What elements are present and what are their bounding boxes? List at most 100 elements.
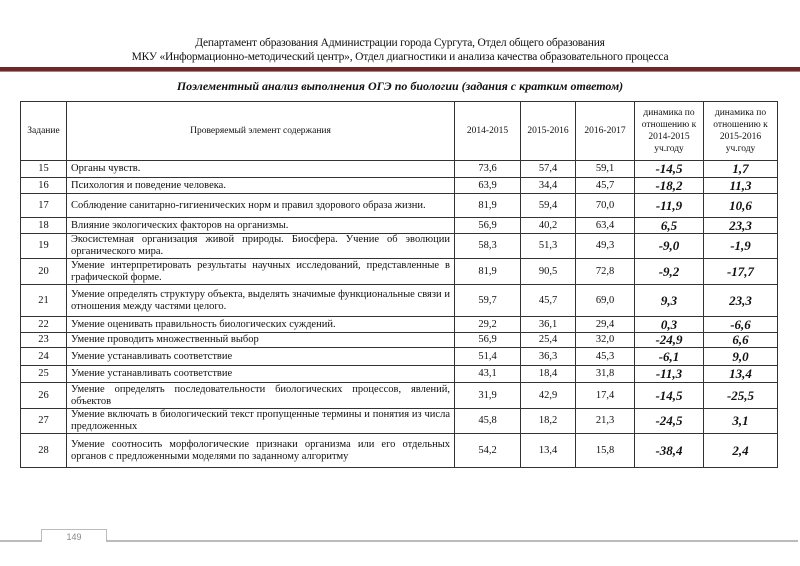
task-number: 27 (20, 408, 67, 434)
table-row: 20 Умение интерпретировать результаты нау… (20, 258, 778, 285)
value-2014-2015: 81,9 (454, 258, 521, 285)
dynamics-vs-2015-2016: 9,0 (703, 347, 778, 366)
value-2016-2017: 49,3 (575, 233, 635, 259)
value-2016-2017: 17,4 (575, 382, 635, 409)
value-2015-2016: 59,4 (520, 193, 576, 218)
value-2014-2015: 63,9 (454, 177, 521, 194)
value-2014-2015: 56,9 (454, 332, 521, 348)
results-table: Задание Проверяемый элемент содержания 201… (20, 101, 778, 468)
dynamics-vs-2015-2016: 2,4 (703, 433, 778, 468)
header-rule (0, 67, 800, 72)
dynamics-vs-2014-2015: -9,2 (634, 258, 704, 285)
value-2016-2017: 21,3 (575, 408, 635, 434)
value-2016-2017: 31,8 (575, 365, 635, 383)
value-2016-2017: 63,4 (575, 217, 635, 234)
task-number: 24 (20, 347, 67, 366)
task-number: 23 (20, 332, 67, 348)
table-row: 25 Умение устанавливать соответствие 43,1 1… (20, 365, 778, 383)
content-element: Психология и поведение человека. (66, 177, 455, 194)
value-2016-2017: 70,0 (575, 193, 635, 218)
dynamics-vs-2015-2016: 11,3 (703, 177, 778, 194)
table-header-row: Задание Проверяемый элемент содержания 201… (20, 101, 778, 161)
value-2014-2015: 45,8 (454, 408, 521, 434)
value-2014-2015: 56,9 (454, 217, 521, 234)
table-row: 21 Умение определять структуру объекта, в… (20, 284, 778, 317)
task-number: 26 (20, 382, 67, 409)
task-number: 17 (20, 193, 67, 218)
footer-line (0, 540, 798, 542)
dynamics-vs-2015-2016: -25,5 (703, 382, 778, 409)
task-number: 15 (20, 160, 67, 178)
content-element: Умение включать в биологический текст пр… (66, 408, 455, 434)
task-number: 18 (20, 217, 67, 234)
task-number: 25 (20, 365, 67, 383)
table-row: 22 Умение оценивать правильность биологич… (20, 316, 778, 333)
value-2015-2016: 18,2 (520, 408, 576, 434)
content-element: Умение устанавливать соответствие (66, 347, 455, 366)
dynamics-vs-2014-2015: -14,5 (634, 160, 704, 178)
dynamics-vs-2015-2016: 10,6 (703, 193, 778, 218)
dynamics-vs-2014-2015: -11,3 (634, 365, 704, 383)
table-body: 15 Органы чувств. 73,6 57,4 59,1 -14,5 1,7 16 Пс… (20, 160, 778, 468)
value-2015-2016: 40,2 (520, 217, 576, 234)
value-2016-2017: 59,1 (575, 160, 635, 178)
value-2014-2015: 51,4 (454, 347, 521, 366)
value-2015-2016: 90,5 (520, 258, 576, 285)
value-2014-2015: 73,6 (454, 160, 521, 178)
content-element: Умение определять последовательности био… (66, 382, 455, 409)
table-row: 18 Влияние экологических факторов на орга… (20, 217, 778, 234)
value-2015-2016: 36,3 (520, 347, 576, 366)
dynamics-vs-2015-2016: 3,1 (703, 408, 778, 434)
dynamics-vs-2015-2016: -17,7 (703, 258, 778, 285)
dynamics-vs-2014-2015: -9,0 (634, 233, 704, 259)
column-header: динамика по отношению к 2015-2016 уч.год… (703, 101, 778, 161)
content-element: Умение соотносить морфологические призна… (66, 433, 455, 468)
value-2016-2017: 72,8 (575, 258, 635, 285)
value-2015-2016: 42,9 (520, 382, 576, 409)
dynamics-vs-2015-2016: 1,7 (703, 160, 778, 178)
table-row: 16 Психология и поведение человека. 63,9 34… (20, 177, 778, 194)
dynamics-vs-2014-2015: -38,4 (634, 433, 704, 468)
value-2014-2015: 59,7 (454, 284, 521, 317)
value-2014-2015: 29,2 (454, 316, 521, 333)
value-2014-2015: 54,2 (454, 433, 521, 468)
table-row: 15 Органы чувств. 73,6 57,4 59,1 -14,5 1,7 (20, 160, 778, 178)
content-element: Умение оценивать правильность биологичес… (66, 316, 455, 333)
column-header: динамика по отношению к 2014-2015 уч.год… (634, 101, 704, 161)
task-number: 22 (20, 316, 67, 333)
task-number: 28 (20, 433, 67, 468)
task-number: 19 (20, 233, 67, 259)
column-header: 2015-2016 (520, 101, 576, 161)
value-2016-2017: 69,0 (575, 284, 635, 317)
content-element: Умение интерпретировать результаты научн… (66, 258, 455, 285)
value-2015-2016: 25,4 (520, 332, 576, 348)
dynamics-vs-2015-2016: 13,4 (703, 365, 778, 383)
value-2015-2016: 13,4 (520, 433, 576, 468)
dynamics-vs-2015-2016: 6,6 (703, 332, 778, 348)
task-number: 16 (20, 177, 67, 194)
dynamics-vs-2014-2015: 6,5 (634, 217, 704, 234)
header-line-2: МКУ «Информационно-методический центр», … (131, 51, 669, 63)
value-2015-2016: 36,1 (520, 316, 576, 333)
dynamics-vs-2015-2016: 23,3 (703, 284, 778, 317)
table-row: 23 Умение проводить множественный выбор 56… (20, 332, 778, 348)
value-2014-2015: 31,9 (454, 382, 521, 409)
page-title: Поэлементный анализ выполнения ОГЭ по би… (176, 79, 624, 93)
value-2015-2016: 34,4 (520, 177, 576, 194)
table-row: 28 Умение соотносить морфологические приз… (20, 433, 778, 468)
value-2015-2016: 18,4 (520, 365, 576, 383)
dynamics-vs-2015-2016: -1,9 (703, 233, 778, 259)
table-row: 27 Умение включать в биологический текст … (20, 408, 778, 434)
table-row: 24 Умение устанавливать соответствие 51,4 3… (20, 347, 778, 366)
column-header: 2016-2017 (575, 101, 635, 161)
value-2015-2016: 57,4 (520, 160, 576, 178)
value-2016-2017: 15,8 (575, 433, 635, 468)
value-2016-2017: 29,4 (575, 316, 635, 333)
value-2016-2017: 45,3 (575, 347, 635, 366)
value-2015-2016: 45,7 (520, 284, 576, 317)
dynamics-vs-2014-2015: 9,3 (634, 284, 704, 317)
dynamics-vs-2014-2015: 0,3 (634, 316, 704, 333)
value-2014-2015: 58,3 (454, 233, 521, 259)
value-2016-2017: 32,0 (575, 332, 635, 348)
task-number: 21 (20, 284, 67, 317)
